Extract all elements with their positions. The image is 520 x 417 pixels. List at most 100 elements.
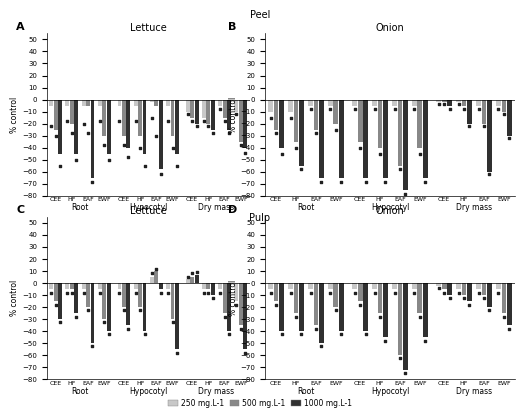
Point — [480, 123, 488, 129]
Bar — [154, 271, 158, 283]
Bar — [227, 283, 231, 331]
Bar — [134, 100, 138, 106]
Point — [376, 314, 384, 320]
Bar — [501, 283, 506, 313]
Bar — [70, 283, 74, 289]
Point — [410, 106, 419, 113]
Point — [68, 289, 76, 296]
Point — [80, 121, 88, 127]
Point — [485, 171, 493, 178]
Point — [188, 270, 197, 277]
Point — [396, 166, 404, 173]
Point — [168, 318, 177, 325]
Point — [152, 265, 161, 272]
Point — [337, 178, 345, 185]
Point — [47, 289, 55, 296]
Point — [136, 144, 144, 151]
Bar — [462, 100, 466, 106]
Bar — [456, 100, 461, 102]
Bar — [403, 100, 408, 190]
Y-axis label: % control: % control — [10, 280, 19, 316]
Bar — [299, 100, 304, 166]
Bar — [122, 100, 126, 136]
Bar — [159, 100, 163, 169]
Point — [421, 338, 430, 344]
Point — [100, 318, 108, 325]
Point — [232, 301, 241, 308]
Bar — [339, 283, 344, 331]
Bar — [171, 283, 175, 319]
Point — [306, 289, 315, 296]
Point — [495, 289, 503, 296]
Bar — [456, 283, 461, 289]
Bar — [372, 100, 377, 106]
Bar — [507, 100, 512, 136]
Bar — [487, 283, 492, 307]
Bar — [392, 100, 397, 106]
Point — [152, 133, 161, 139]
Bar — [223, 100, 227, 118]
Bar — [206, 283, 210, 289]
Bar — [235, 100, 238, 112]
Bar — [211, 100, 215, 130]
Bar — [436, 283, 441, 286]
Text: B: B — [228, 22, 236, 32]
Bar — [90, 100, 95, 178]
Bar — [190, 100, 194, 118]
Bar — [218, 100, 222, 106]
Bar — [352, 100, 357, 106]
Bar — [235, 283, 238, 301]
Bar — [383, 283, 388, 337]
Bar — [118, 283, 122, 289]
Point — [96, 289, 104, 296]
Bar — [102, 283, 106, 319]
Point — [266, 289, 275, 296]
Bar — [49, 100, 53, 106]
Point — [391, 289, 399, 296]
Text: Dry mass: Dry mass — [199, 203, 235, 212]
Bar — [507, 283, 512, 325]
Point — [96, 118, 104, 125]
Bar — [441, 283, 447, 289]
Point — [350, 106, 359, 113]
Point — [157, 171, 165, 178]
Bar — [279, 100, 284, 148]
Point — [232, 111, 241, 118]
Point — [88, 178, 97, 185]
Point — [505, 326, 514, 332]
Bar — [462, 283, 466, 295]
Bar — [82, 100, 86, 106]
Point — [164, 289, 172, 296]
Bar — [363, 100, 368, 178]
Point — [124, 326, 133, 332]
Point — [63, 118, 72, 125]
Bar — [328, 283, 333, 289]
Point — [188, 118, 197, 125]
Point — [56, 318, 64, 325]
Bar — [288, 100, 293, 112]
Text: D: D — [228, 206, 237, 216]
Text: Dry mass: Dry mass — [456, 203, 492, 212]
Point — [505, 135, 514, 141]
Point — [421, 178, 430, 185]
Bar — [58, 283, 62, 319]
Point — [132, 289, 140, 296]
Text: Hypocotyl: Hypocotyl — [129, 387, 167, 396]
Bar — [314, 283, 318, 325]
Bar — [482, 283, 486, 295]
Point — [361, 178, 370, 185]
Bar — [239, 283, 243, 325]
Bar — [142, 283, 147, 331]
Point — [72, 156, 81, 163]
Point — [332, 126, 340, 133]
Point — [204, 123, 213, 129]
Bar — [441, 100, 447, 102]
Point — [63, 289, 72, 296]
Point — [204, 289, 213, 296]
Point — [80, 289, 88, 296]
Point — [500, 314, 508, 320]
Bar — [74, 100, 78, 154]
Bar — [150, 100, 154, 102]
Bar — [243, 283, 247, 349]
Point — [376, 151, 384, 157]
